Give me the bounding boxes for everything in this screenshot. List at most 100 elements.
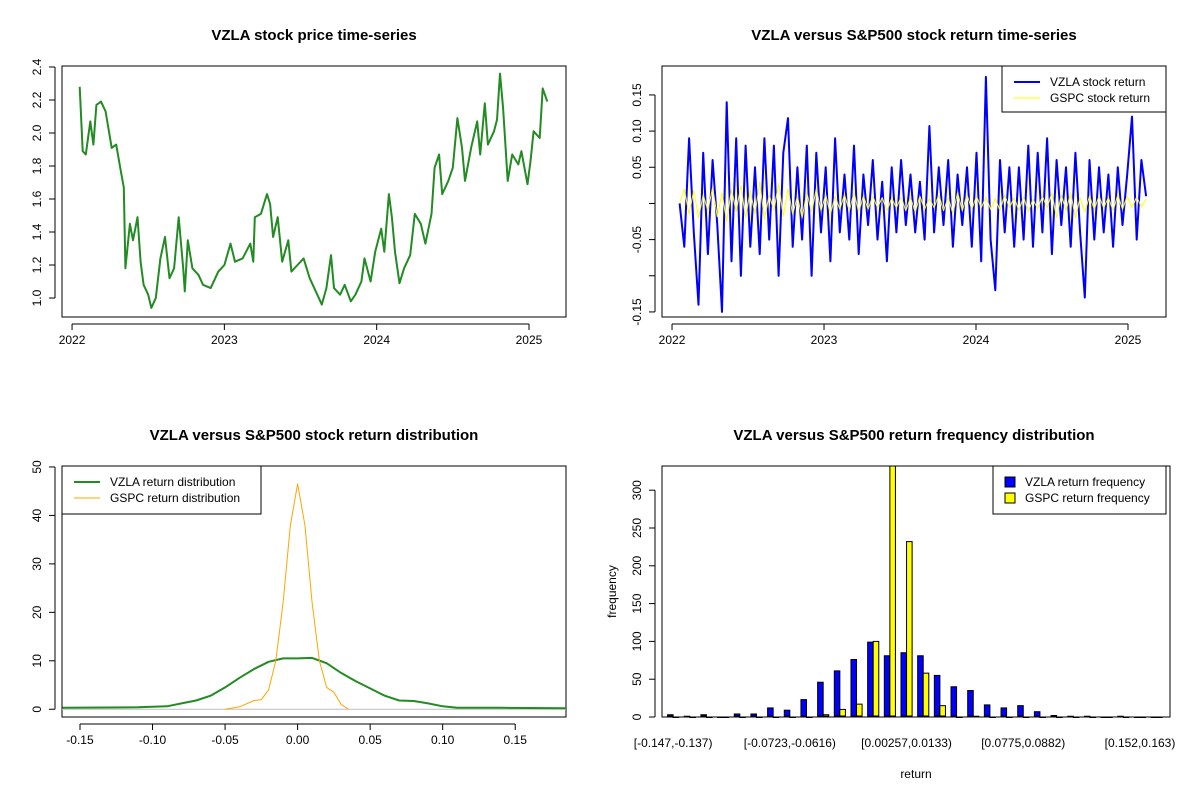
- vzla-frequency-bar: [1017, 705, 1024, 717]
- y-tick-label: -0.15: [630, 298, 644, 326]
- gspc-frequency-bar: [1006, 716, 1013, 718]
- legend-label: GSPC stock return: [1050, 91, 1150, 105]
- y-tick-label: 50: [30, 460, 44, 474]
- panel-1: VZLA stock price time-series 1.0 1.2 1.4 1.6…: [30, 27, 567, 347]
- vzla-frequency-bar: [1067, 715, 1074, 718]
- legend-box: [61, 465, 262, 515]
- gspc-frequency-bar: [789, 716, 796, 718]
- vzla-frequency-bar: [867, 641, 874, 717]
- legend-box-swatch: [1004, 492, 1016, 504]
- price-series-line: [78, 72, 549, 309]
- gspc-frequency-bar: [922, 672, 930, 717]
- y-tick-label: 0.10: [630, 119, 644, 143]
- vzla-frequency-bar: [1150, 716, 1158, 718]
- vzla-frequency-bar: [1083, 715, 1091, 718]
- plot-frame: [661, 465, 1171, 718]
- gspc-frequency-bar: [1056, 716, 1063, 718]
- y-tick-label: 50: [630, 672, 644, 686]
- gspc-frequency-bar: [989, 716, 996, 718]
- vzla-frequency-bar: [1050, 714, 1058, 717]
- vzla-frequency-bar: [833, 670, 841, 717]
- gspc-return-line: [679, 181, 1147, 222]
- x-tick-label: 2022: [59, 333, 86, 347]
- bin-label: [0.152,0.163): [1105, 736, 1176, 750]
- legend: VZLA return frequency GSPC return frequen…: [992, 465, 1167, 515]
- vzla-frequency-bar: [767, 707, 774, 717]
- x-tick-label: 0.10: [431, 733, 455, 747]
- y-tick-label: 1.0: [30, 289, 44, 306]
- y-tick-label: 100: [630, 631, 644, 651]
- vzla-frequency-bar: [917, 655, 924, 717]
- panel-3: VZLA versus S&P500 stock return distribu…: [30, 427, 567, 747]
- vzla-frequency-bar: [883, 655, 891, 717]
- y-tick-label: 1.6: [30, 190, 44, 207]
- y-tick-label: 200: [630, 555, 644, 575]
- legend-box: [992, 465, 1167, 515]
- x-tick-label: 0.00: [286, 733, 310, 747]
- legend-box: [1001, 65, 1167, 113]
- x-tick-label: -0.05: [211, 733, 239, 747]
- vzla-frequency-bar: [967, 690, 974, 717]
- legend: VZLA stock return GSPC stock return: [1001, 65, 1167, 113]
- legend: VZLA return distribution GSPC return dist…: [61, 465, 262, 515]
- x-tick-label: -0.10: [139, 733, 167, 747]
- legend-label: VZLA stock return: [1050, 75, 1145, 89]
- gspc-frequency-bar: [755, 716, 763, 718]
- y-tick-label: 0: [630, 713, 644, 720]
- gspc-frequency-bar: [1122, 716, 1130, 718]
- chart-title: VZLA stock price time-series: [211, 27, 416, 44]
- gspc-frequency-bar: [1156, 716, 1163, 718]
- vzla-frequency-bar: [800, 699, 808, 717]
- vzla-frequency-bar: [1033, 711, 1041, 717]
- gspc-frequency-bar: [1039, 716, 1047, 718]
- plot-frame: [61, 65, 567, 318]
- chart-title: VZLA versus S&P500 return frequency dist…: [733, 427, 1094, 444]
- vzla-frequency-bar: [1133, 716, 1141, 718]
- y-tick-label: 1.4: [30, 223, 44, 240]
- y-tick-label: 20: [30, 605, 44, 619]
- gspc-frequency-bar: [972, 715, 980, 718]
- vzla-frequency-bar: [667, 714, 674, 717]
- gspc-frequency-bar: [772, 716, 780, 718]
- bin-label: [0.0775,0.0882): [981, 736, 1065, 750]
- vzla-frequency-bar: [933, 674, 941, 717]
- plot-frame: [61, 465, 567, 718]
- vzla-frequency-bar: [1000, 707, 1008, 717]
- x-tick-label: 2023: [211, 333, 238, 347]
- chart-title: VZLA versus S&P500 stock return time-ser…: [751, 27, 1076, 44]
- gspc-frequency-bar: [705, 716, 713, 718]
- bin-label: [-0.0723,-0.0616): [744, 736, 836, 750]
- vzla-frequency-bar: [733, 713, 741, 717]
- vzla-frequency-bar: [817, 681, 824, 717]
- vzla-frequency-bar: [717, 716, 724, 718]
- gspc-frequency-bar: [722, 716, 730, 718]
- y-tick-label: 30: [30, 557, 44, 571]
- x-axis-title: return: [900, 767, 931, 781]
- y-axis-title: frequency: [605, 565, 619, 618]
- gspc-frequency-bar: [1022, 716, 1030, 718]
- y-tick-label: 10: [30, 654, 44, 668]
- bin-label: [0.00257,0.0133): [861, 736, 952, 750]
- x-tick-label: 2024: [363, 333, 390, 347]
- panel-4: VZLA versus S&P500 return frequency dist…: [605, 427, 1175, 781]
- gspc-density-line: [225, 483, 349, 710]
- y-tick-label: 2.4: [30, 58, 44, 75]
- y-tick-label: 2.2: [30, 91, 44, 108]
- x-tick-label: 2022: [659, 333, 686, 347]
- gspc-frequency-bar: [689, 716, 696, 718]
- y-tick-label: 0: [30, 706, 44, 713]
- y-tick-label: 250: [630, 518, 644, 538]
- x-tick-label: 2025: [516, 333, 543, 347]
- y-tick-label: 1.8: [30, 157, 44, 174]
- legend-label: GSPC return distribution: [110, 491, 240, 505]
- gspc-frequency-bar: [672, 716, 680, 718]
- vzla-frequency-bar: [783, 709, 791, 717]
- gspc-frequency-bar: [822, 714, 830, 717]
- vzla-frequency-bar: [700, 714, 707, 717]
- gspc-frequency-bar: [1106, 716, 1113, 718]
- vzla-frequency-bar: [950, 686, 958, 717]
- y-tick-label: 40: [30, 508, 44, 522]
- chart-title: VZLA versus S&P500 stock return distribu…: [150, 427, 479, 444]
- x-tick-label: 2023: [811, 333, 838, 347]
